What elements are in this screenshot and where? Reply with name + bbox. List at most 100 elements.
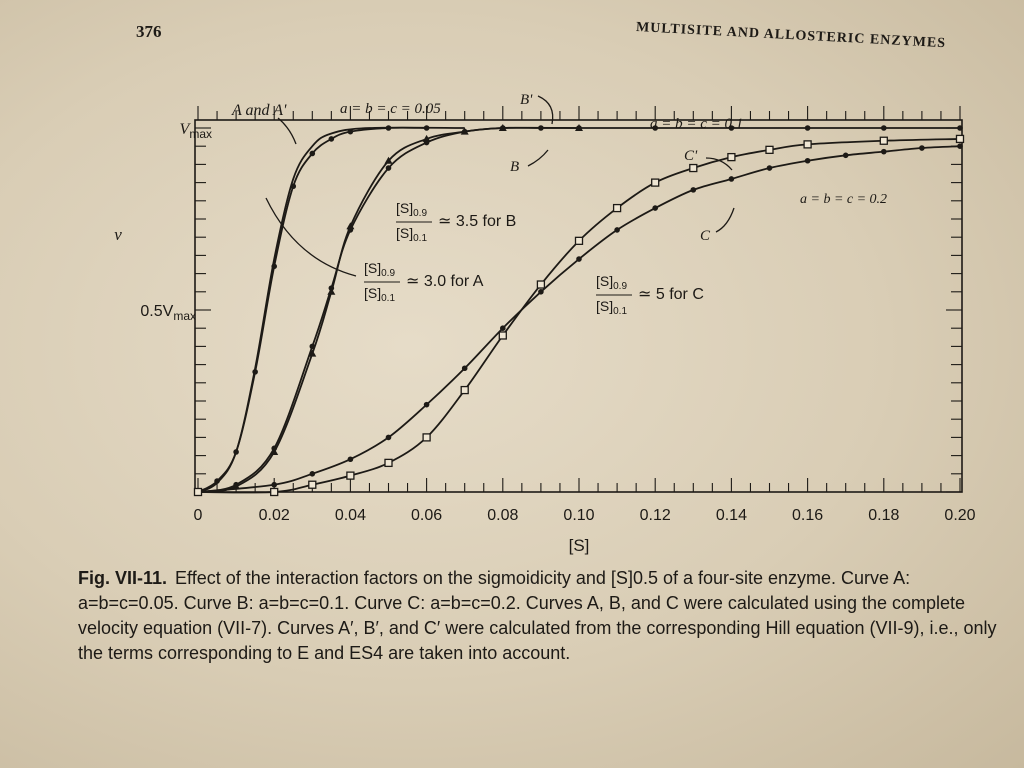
point-a [233,449,239,455]
ratio-b-value: ≃ 3.5 for B [438,213,516,230]
point-a [290,183,297,190]
caption-text: Effect of the interaction factors on the… [78,568,997,663]
point-c-prime [803,140,812,149]
point-c [271,481,278,488]
point-c [385,434,392,441]
label-curve-a: A and A' [231,102,287,119]
point-b-prime [270,447,279,455]
point-b-prime [308,349,317,357]
point-c-prime [651,178,660,187]
point-b-prime [232,482,241,490]
y-tick-label-vmax: Vmax [180,121,212,141]
x-tick-label: 0.18 [868,507,899,524]
x-tick-label: 0.10 [563,507,594,524]
point-b [881,125,887,131]
chart-curves [197,126,961,494]
plot-frame [194,119,963,493]
point-b [957,125,963,131]
point-c-prime [422,433,431,442]
arrow-curve-c [715,207,735,233]
point-a [347,128,354,135]
x-tick-label: 0.06 [411,507,442,524]
ratio-a-value: ≃ 3.0 for A [406,273,484,290]
point-c [804,157,811,164]
x-tick-label: 0.04 [335,507,366,524]
point-c [347,456,354,463]
point-b [385,165,392,171]
point-a [252,369,258,375]
y-axis-label: v [114,225,122,244]
point-a [309,150,316,157]
chart-labels: 0 0.02 0.04 0.06 0.08 0.10 0.12 0.14 0.16 0.18 0.2… [114,92,975,555]
point-c-prime [308,480,317,489]
sigmoid-velocity-chart: 0 0.02 0.04 0.06 0.08 0.10 0.12 0.14 0.16 0.18 0.2… [114,92,975,555]
ratio-c-value: ≃ 5 for C [638,286,704,303]
point-c [766,165,773,171]
point-c-prime [346,471,355,480]
point-c [576,256,582,262]
page-number: 376 [136,22,162,41]
arrow-curve-b [527,149,549,167]
point-c [919,145,925,151]
curve-b [197,126,960,493]
x-tick-label: 0 [194,507,203,524]
point-c [957,143,963,149]
x-tick-label: 0.16 [792,507,823,524]
x-tick-label: 0.14 [716,507,747,524]
point-b-prime [498,124,507,131]
point-b [804,125,811,131]
x-axis-label: [S] [569,536,590,555]
point-b-prime [575,124,583,131]
x-tick-label: 0.20 [944,507,975,524]
point-c-prime [727,152,736,162]
point-c [652,205,658,211]
point-a [328,136,335,142]
point-a [271,263,278,270]
point-c [842,152,849,159]
point-c-prime [574,236,584,245]
point-b [728,125,735,131]
x-tick-label: 0.08 [487,507,518,524]
point-c [614,227,620,233]
arrow-curve-c-prime [705,157,733,171]
figure-caption: Fig. VII-11. Effect of the interaction fa… [78,566,998,666]
point-c-prime [498,331,507,340]
point-c-prime [765,145,774,154]
ratio-a-numerator: [S]0.9 [364,260,395,279]
point-a [385,125,392,131]
arrow-curve-a [277,117,297,145]
point-c [690,187,697,193]
y-tick-label-half-vmax: 0.5Vmax [140,303,196,323]
point-a [423,125,430,131]
x-tick-label: 0.12 [640,507,671,524]
label-curve-b-prime: B' [520,92,533,108]
ratio-a-denominator: [S]0.1 [364,285,395,304]
point-c-prime [955,134,965,144]
point-c [461,365,468,372]
label-param-b: a = b = c = 0.1 [650,116,743,132]
x-tick-label: 0.02 [259,507,290,524]
point-b-prime [327,287,336,295]
point-b-prime [460,127,469,135]
label-param-c: a = b = c = 0.2 [800,192,887,207]
point-c-prime [193,487,203,497]
ratio-b-denominator: [S]0.1 [396,225,427,244]
point-b-prime [422,134,431,142]
point-c-prime [536,280,546,289]
label-curve-c: C [700,228,711,244]
arrow-curve-b-prime [537,95,554,125]
curve-c-prime [197,138,961,494]
ratio-b-numerator: [S]0.9 [396,200,427,219]
point-c-prime [879,136,888,145]
ratio-c-denominator: [S]0.1 [596,298,627,317]
point-c-prime [689,163,698,173]
ratio-c-numerator: [S]0.9 [596,273,627,292]
point-c [423,401,430,408]
point-c-prime [270,487,279,497]
point-b-prime [346,222,355,230]
chart-markers [193,124,965,497]
curve-a [197,126,427,493]
point-b [652,125,658,131]
point-c [881,148,887,155]
point-c-prime [384,458,393,468]
